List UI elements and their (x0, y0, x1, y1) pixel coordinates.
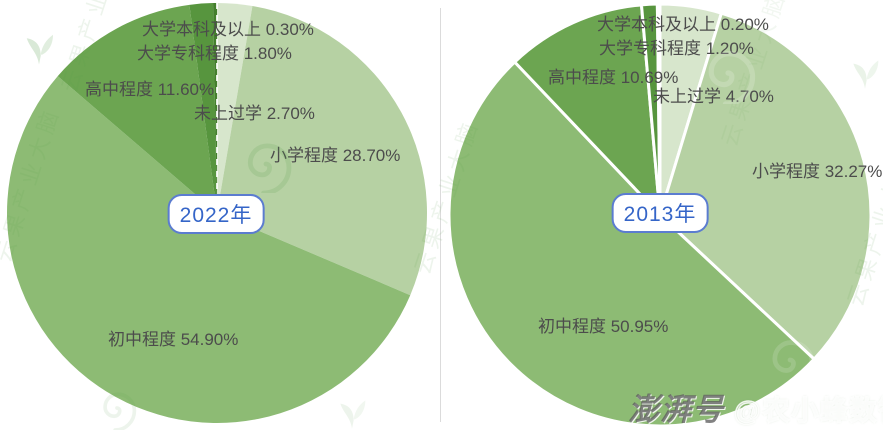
pie-slice-2022-0[interactable] (217, 2, 253, 213)
pie-slice-2022-1[interactable] (217, 6, 428, 296)
pie-slice-2013-1[interactable] (658, 11, 873, 361)
slice-label: 大学专科程度 1.20% (599, 39, 754, 58)
pie-slice-2013-5[interactable] (655, 2, 662, 217)
year-badge-2022-label: 2022年 (179, 204, 253, 227)
year-badge-2013-label: 2013年 (623, 203, 697, 226)
slice-label: 小学程度 32.27% (752, 162, 883, 181)
slice-label: 未上过学 2.70% (194, 104, 315, 123)
pie-2022-svg (7, 2, 428, 423)
slice-label: 大学本科及以上 0.20% (597, 15, 769, 34)
slice-label: 大学本科及以上 0.30% (142, 20, 314, 39)
slice-label: 初中程度 50.95% (538, 317, 669, 336)
pie-slice-2013-3[interactable] (513, 3, 662, 217)
slice-label: 高中程度 11.60% (85, 80, 215, 99)
slice-label: 大学专科程度 1.80% (137, 44, 292, 63)
pie-slice-2022-3[interactable] (57, 4, 217, 213)
chart-divider (440, 8, 441, 422)
year-badge-2013: 2013年 (611, 193, 709, 233)
pie-chart-2022: 2022年 未上过学 2.70% 小学程度 28.70% 初中程度 54.90% 高中… (0, 0, 441, 430)
pie-slice-2013-2[interactable] (447, 60, 816, 428)
pie-chart-2013: 2013年 未上过学 4.70% 小学程度 32.27% 初中程度 50.95% 高中… (442, 0, 883, 430)
pie-slice-2022-2[interactable] (7, 76, 411, 423)
slice-label: 初中程度 54.90% (108, 330, 239, 349)
year-badge-2022: 2022年 (167, 194, 265, 234)
pie-2013-svg (447, 2, 873, 428)
slice-label: 小学程度 28.70% (270, 146, 401, 165)
slice-label: 未上过学 4.70% (653, 87, 774, 106)
pie-slice-2022-4[interactable] (189, 3, 217, 214)
slice-label: 高中程度 10.69% (548, 68, 679, 87)
